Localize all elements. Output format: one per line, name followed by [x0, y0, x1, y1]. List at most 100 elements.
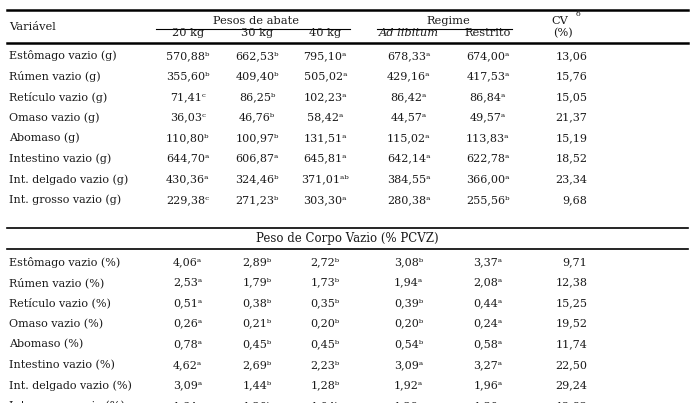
Text: δ: δ	[575, 10, 580, 18]
Text: 11,74: 11,74	[555, 339, 587, 349]
Text: Int. delgado vazio (g): Int. delgado vazio (g)	[9, 174, 129, 185]
Text: 36,03ᶜ: 36,03ᶜ	[170, 112, 206, 123]
Text: 3,37ᵃ: 3,37ᵃ	[473, 257, 502, 267]
Text: 417,53ᵃ: 417,53ᵃ	[466, 71, 509, 81]
Text: 622,78ᵃ: 622,78ᵃ	[466, 154, 509, 164]
Text: CV: CV	[551, 17, 568, 26]
Text: 606,87ᵃ: 606,87ᵃ	[236, 154, 279, 164]
Text: 58,42ᵃ: 58,42ᵃ	[307, 112, 343, 123]
Text: 409,40ᵇ: 409,40ᵇ	[236, 71, 279, 81]
Text: 86,42ᵃ: 86,42ᵃ	[391, 92, 427, 102]
Text: 15,25: 15,25	[555, 298, 587, 308]
Text: Restrito: Restrito	[465, 28, 511, 38]
Text: 430,36ᵃ: 430,36ᵃ	[166, 174, 209, 184]
Text: 86,25ᵇ: 86,25ᵇ	[239, 92, 275, 102]
Text: Variável: Variável	[9, 21, 56, 31]
Text: 21,37: 21,37	[555, 112, 587, 123]
Text: 1,29ᵃ: 1,29ᵃ	[394, 401, 423, 403]
Text: Ad libitum: Ad libitum	[379, 28, 439, 38]
Text: 795,10ᵃ: 795,10ᵃ	[304, 51, 347, 61]
Text: 19,52: 19,52	[555, 319, 587, 329]
Text: Regime: Regime	[427, 17, 470, 26]
Text: 642,14ᵃ: 642,14ᵃ	[387, 154, 430, 164]
Text: 2,08ᵃ: 2,08ᵃ	[473, 278, 502, 288]
Text: 3,09ᵃ: 3,09ᵃ	[173, 380, 202, 391]
Text: 0,58ᵃ: 0,58ᵃ	[473, 339, 502, 349]
Text: 303,30ᵃ: 303,30ᵃ	[304, 195, 347, 205]
Text: 0,38ᵇ: 0,38ᵇ	[243, 298, 272, 308]
Text: 0,20ᵇ: 0,20ᵇ	[311, 319, 340, 329]
Text: 15,05: 15,05	[555, 92, 587, 102]
Text: Pesos de abate: Pesos de abate	[213, 17, 300, 26]
Text: 0,24ᵃ: 0,24ᵃ	[473, 319, 502, 329]
Text: 1,96ᵃ: 1,96ᵃ	[473, 380, 502, 391]
Text: Omaso vazio (g): Omaso vazio (g)	[9, 112, 99, 123]
Text: Int. grosso vazio (g): Int. grosso vazio (g)	[9, 195, 121, 205]
Text: 0,54ᵇ: 0,54ᵇ	[394, 339, 423, 349]
Text: 29,24: 29,24	[555, 380, 587, 391]
Text: Abomaso (g): Abomaso (g)	[9, 133, 80, 143]
Text: 1,94ᵃ: 1,94ᵃ	[394, 278, 423, 288]
Text: 30 kg: 30 kg	[241, 28, 273, 38]
Text: (%): (%)	[553, 27, 573, 38]
Text: 429,16ᵃ: 429,16ᵃ	[387, 71, 430, 81]
Text: 15,19: 15,19	[555, 133, 587, 143]
Text: Rúmen vazio (g): Rúmen vazio (g)	[9, 71, 101, 82]
Text: 1,64ᵃ: 1,64ᵃ	[173, 401, 202, 403]
Text: 355,60ᵇ: 355,60ᵇ	[166, 71, 209, 81]
Text: 13,06: 13,06	[555, 51, 587, 61]
Text: 49,57ᵃ: 49,57ᵃ	[470, 112, 506, 123]
Text: 0,44ᵃ: 0,44ᵃ	[473, 298, 502, 308]
Text: 384,55ᵃ: 384,55ᵃ	[387, 174, 430, 184]
Text: 366,00ᵃ: 366,00ᵃ	[466, 174, 509, 184]
Text: 1,73ᵇ: 1,73ᵇ	[311, 278, 340, 288]
Text: 570,88ᵇ: 570,88ᵇ	[166, 51, 209, 61]
Text: 12,82: 12,82	[555, 401, 587, 403]
Text: Estômago vazio (g): Estômago vazio (g)	[9, 50, 117, 61]
Text: 12,38: 12,38	[555, 278, 587, 288]
Text: 1,28ᵇ: 1,28ᵇ	[311, 380, 340, 391]
Text: 102,23ᵃ: 102,23ᵃ	[304, 92, 347, 102]
Text: 662,53ᵇ: 662,53ᵇ	[236, 51, 279, 61]
Text: 100,97ᵇ: 100,97ᵇ	[236, 133, 279, 143]
Text: 0,20ᵇ: 0,20ᵇ	[394, 319, 423, 329]
Text: 9,71: 9,71	[562, 257, 587, 267]
Text: 2,69ᵇ: 2,69ᵇ	[243, 360, 272, 370]
Text: 1,20ᵇ: 1,20ᵇ	[243, 401, 272, 403]
Text: 1,92ᵃ: 1,92ᵃ	[394, 380, 423, 391]
Text: Rúmen vazio (%): Rúmen vazio (%)	[9, 277, 104, 288]
Text: Estômago vazio (%): Estômago vazio (%)	[9, 257, 120, 268]
Text: 2,23ᵇ: 2,23ᵇ	[311, 360, 340, 370]
Text: 280,38ᵃ: 280,38ᵃ	[387, 195, 430, 205]
Text: 3,09ᵃ: 3,09ᵃ	[394, 360, 423, 370]
Text: 0,51ᵃ: 0,51ᵃ	[173, 298, 202, 308]
Text: 0,78ᵃ: 0,78ᵃ	[173, 339, 202, 349]
Text: Peso de Corpo Vazio (% PCVZ): Peso de Corpo Vazio (% PCVZ)	[256, 233, 439, 245]
Text: 229,38ᶜ: 229,38ᶜ	[166, 195, 209, 205]
Text: 2,89ᵇ: 2,89ᵇ	[243, 257, 272, 267]
Text: 15,76: 15,76	[555, 71, 587, 81]
Text: 644,70ᵃ: 644,70ᵃ	[166, 154, 209, 164]
Text: 18,52: 18,52	[555, 154, 587, 164]
Text: 371,01ᵃᵇ: 371,01ᵃᵇ	[302, 174, 349, 184]
Text: 46,76ᵇ: 46,76ᵇ	[239, 112, 275, 123]
Text: 0,21ᵇ: 0,21ᵇ	[243, 319, 272, 329]
Text: 0,45ᵇ: 0,45ᵇ	[311, 339, 340, 349]
Text: 113,83ᵃ: 113,83ᵃ	[466, 133, 509, 143]
Text: 4,62ᵃ: 4,62ᵃ	[173, 360, 202, 370]
Text: 674,00ᵃ: 674,00ᵃ	[466, 51, 509, 61]
Text: Intestino vazio (g): Intestino vazio (g)	[9, 154, 111, 164]
Text: 2,53ᵃ: 2,53ᵃ	[173, 278, 202, 288]
Text: 3,08ᵇ: 3,08ᵇ	[394, 257, 423, 267]
Text: 3,27ᵃ: 3,27ᵃ	[473, 360, 502, 370]
Text: Omaso vazio (%): Omaso vazio (%)	[9, 318, 103, 329]
Text: Abomaso (%): Abomaso (%)	[9, 339, 83, 349]
Text: 0,45ᵇ: 0,45ᵇ	[243, 339, 272, 349]
Text: Intestino vazio (%): Intestino vazio (%)	[9, 359, 115, 370]
Text: 115,02ᵃ: 115,02ᵃ	[387, 133, 430, 143]
Text: 1,04ᵇ: 1,04ᵇ	[311, 401, 340, 403]
Text: 678,33ᵃ: 678,33ᵃ	[387, 51, 430, 61]
Text: 0,35ᵇ: 0,35ᵇ	[311, 298, 340, 308]
Text: 86,84ᵃ: 86,84ᵃ	[470, 92, 506, 102]
Text: Int. delgado vazio (%): Int. delgado vazio (%)	[9, 380, 132, 391]
